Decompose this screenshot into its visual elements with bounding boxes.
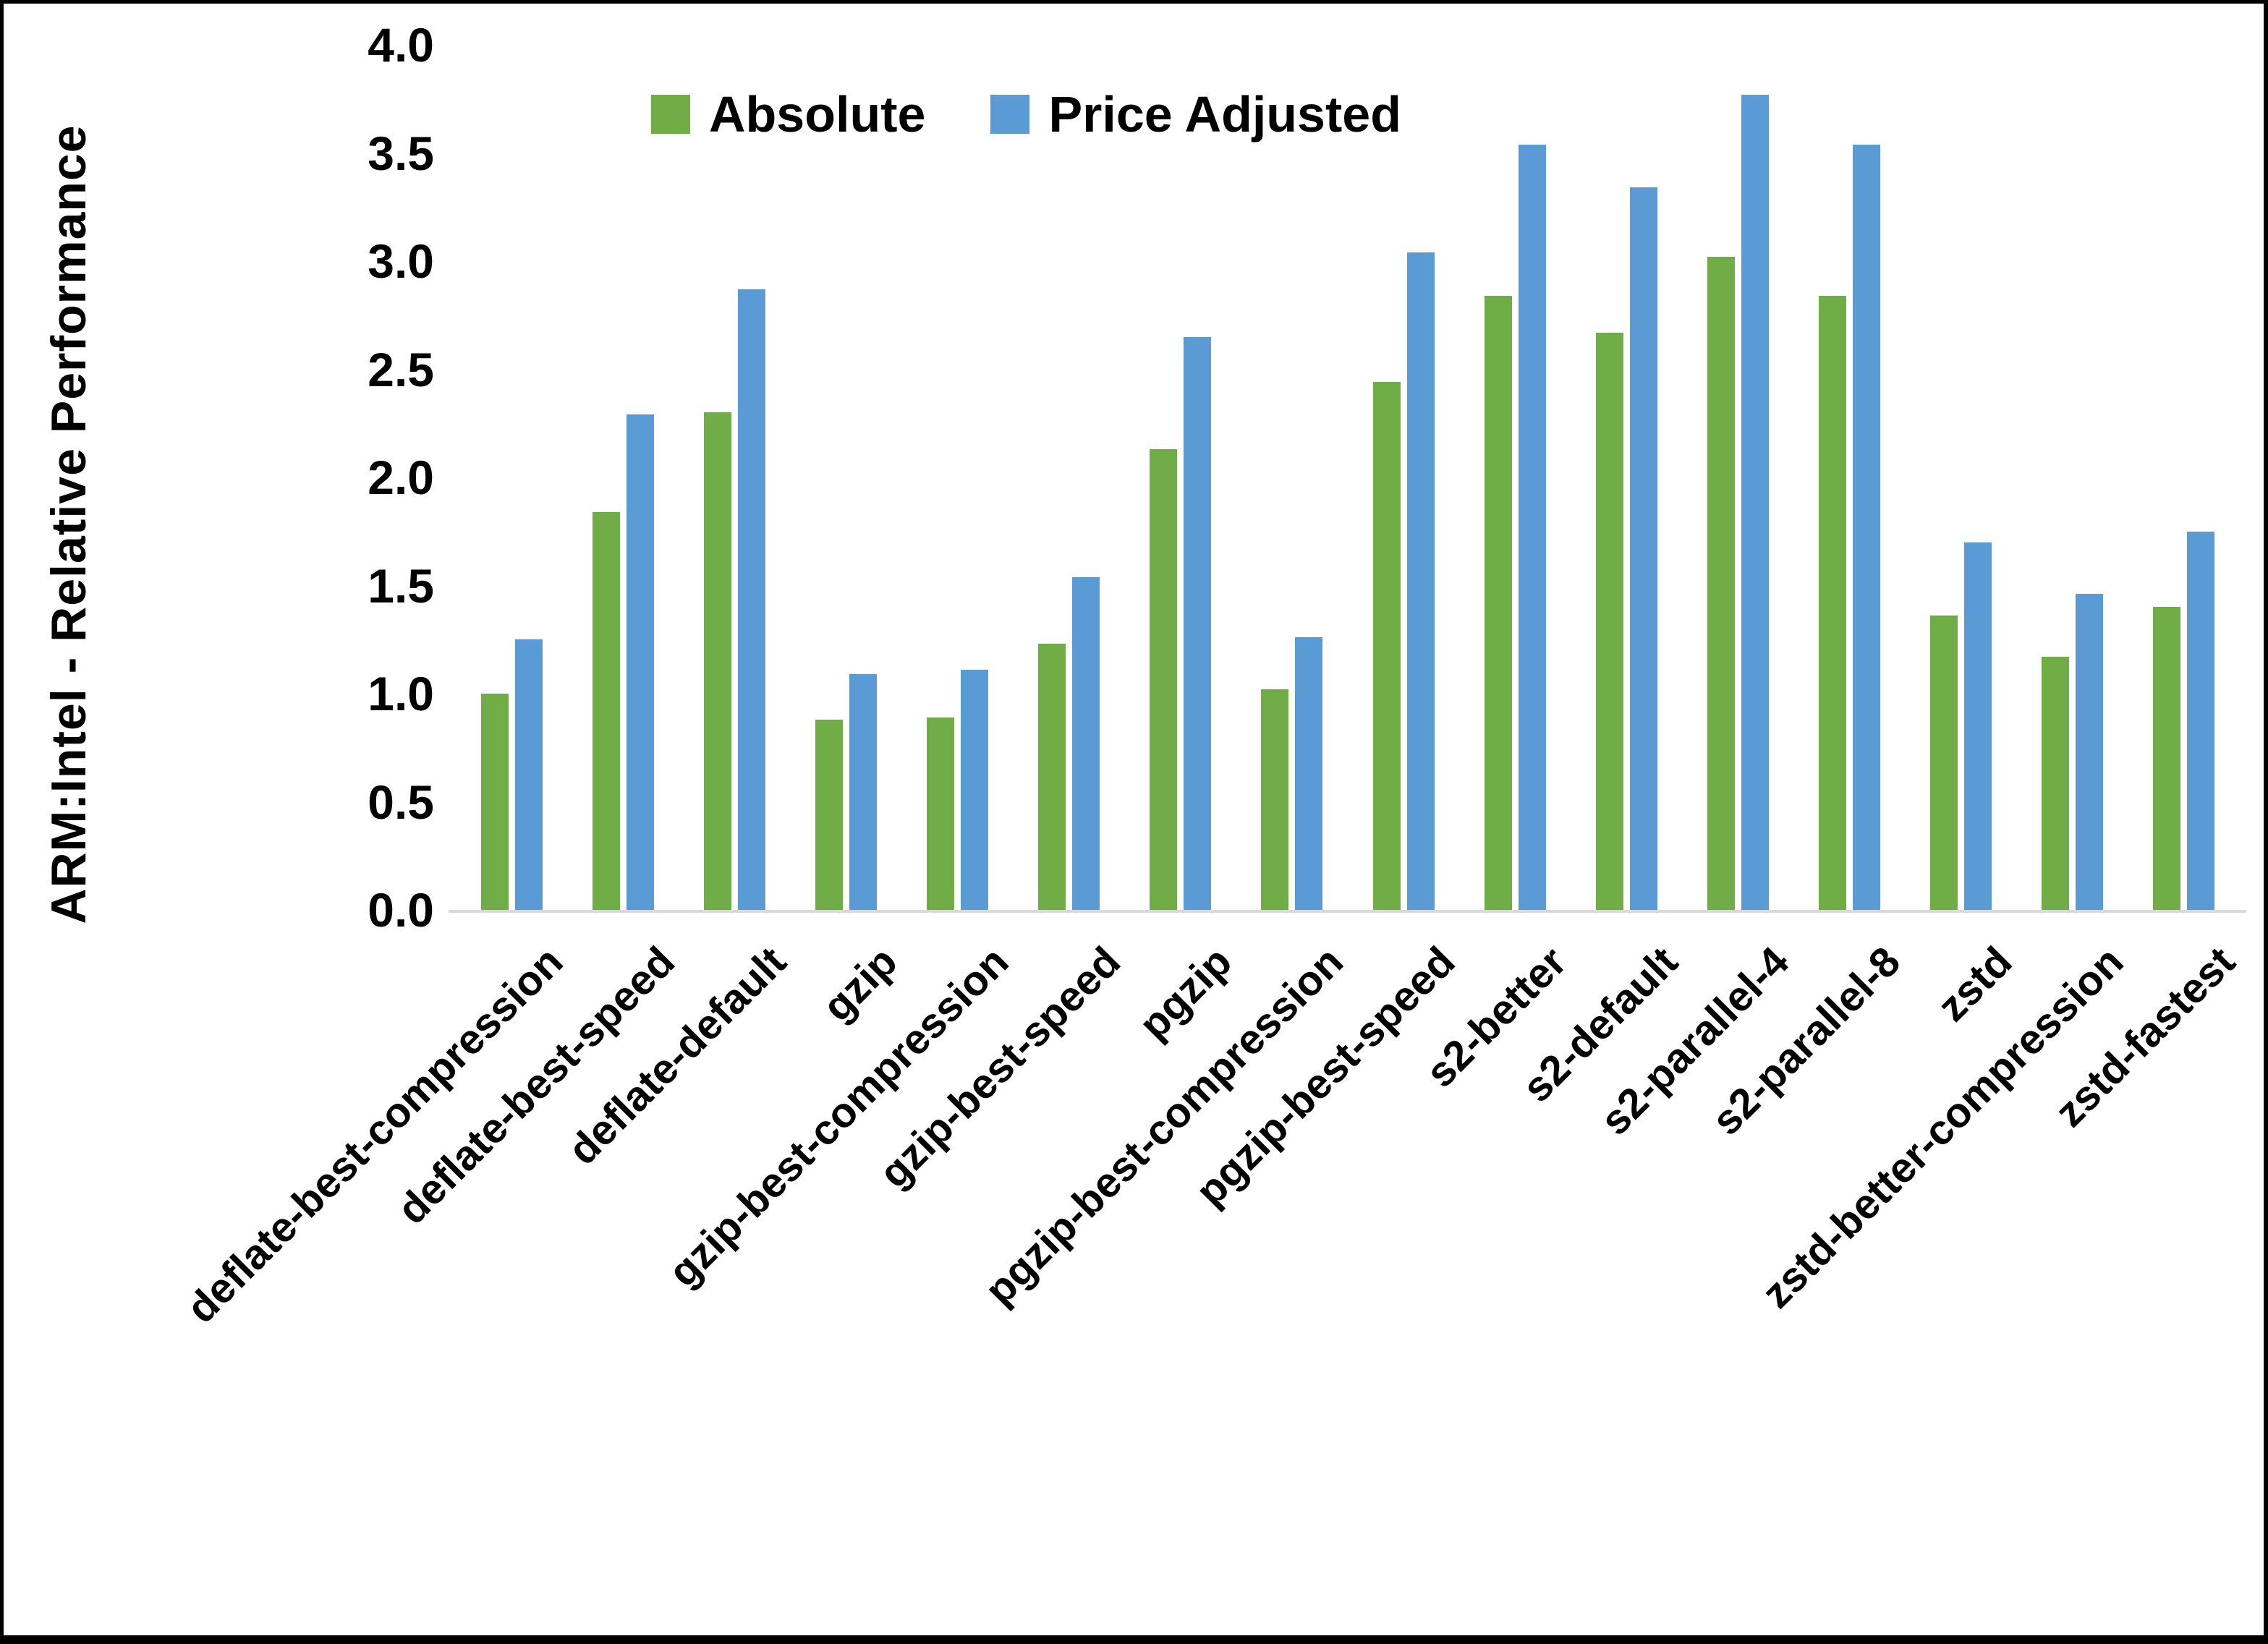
bar-price-adjusted-s2-better xyxy=(1519,145,1546,910)
bar-price-adjusted-s2-parallel-4 xyxy=(1741,95,1769,910)
bar-price-adjusted-s2-default xyxy=(1630,187,1657,910)
bar-absolute-zstd xyxy=(1930,616,1958,910)
legend-item-price-adjusted: Price Adjusted xyxy=(990,85,1401,143)
legend-label-price-adjusted: Price Adjusted xyxy=(1048,86,1401,142)
bar-price-adjusted-gzip-best-speed xyxy=(1072,577,1100,910)
bar-price-adjusted-zstd-fastest xyxy=(2187,532,2214,910)
bar-price-adjusted-pgzip xyxy=(1184,337,1211,910)
bar-price-adjusted-deflate-best-compression xyxy=(515,639,543,910)
bar-absolute-pgzip-best-compression xyxy=(1261,689,1288,910)
bar-absolute-deflate-default xyxy=(704,412,731,910)
bar-absolute-pgzip xyxy=(1150,449,1177,910)
bar-absolute-deflate-best-speed xyxy=(593,512,620,910)
y-tick-label-2.5: 2.5 xyxy=(368,342,434,396)
legend-swatch-price-adjusted xyxy=(990,95,1030,134)
y-tick-label-1.5: 1.5 xyxy=(368,558,434,613)
bar-absolute-gzip-best-speed xyxy=(1038,644,1066,910)
bar-price-adjusted-deflate-default xyxy=(738,289,765,910)
bar-absolute-s2-parallel-4 xyxy=(1707,257,1735,910)
y-axis-title: ARM:Intel - Relative Performance xyxy=(41,124,96,924)
bar-price-adjusted-deflate-best-speed xyxy=(627,414,654,910)
y-tick-label-2.0: 2.0 xyxy=(368,451,434,504)
bar-price-adjusted-pgzip-best-speed xyxy=(1407,252,1435,910)
y-tick-label-0.0: 0.0 xyxy=(368,883,434,937)
bar-absolute-zstd-fastest xyxy=(2153,607,2180,910)
bar-absolute-gzip-best-compression xyxy=(927,717,954,910)
x-tick-label-gzip: gzip xyxy=(813,937,906,1031)
bar-absolute-deflate-best-compression xyxy=(481,694,509,910)
y-tick-label-0.5: 0.5 xyxy=(368,775,434,829)
y-tick-label-1.0: 1.0 xyxy=(368,667,434,720)
bar-absolute-pgzip-best-speed xyxy=(1373,382,1401,910)
x-tick-label-zstd: zstd xyxy=(1928,937,2021,1031)
bar-absolute-s2-parallel-8 xyxy=(1819,296,1846,910)
bar-absolute-gzip xyxy=(815,720,843,910)
y-tick-label-3.0: 3.0 xyxy=(368,234,434,288)
bar-price-adjusted-zstd-better-compression xyxy=(2076,594,2103,910)
bar-price-adjusted-zstd xyxy=(1964,542,1992,910)
bar-absolute-s2-better xyxy=(1485,296,1512,910)
legend-swatch-absolute xyxy=(651,95,690,134)
y-tick-label-3.5: 3.5 xyxy=(368,126,434,180)
bar-price-adjusted-gzip xyxy=(849,674,877,910)
bar-price-adjusted-s2-parallel-8 xyxy=(1853,145,1880,910)
bar-price-adjusted-pgzip-best-compression xyxy=(1295,637,1322,910)
bar-price-adjusted-gzip-best-compression xyxy=(961,670,988,910)
legend-label-absolute: Absolute xyxy=(709,86,926,142)
y-tick-label-4.0: 4.0 xyxy=(368,18,434,72)
bar-absolute-s2-default xyxy=(1596,333,1623,910)
x-axis-line xyxy=(449,910,2246,913)
legend: Absolute Price Adjusted xyxy=(651,85,1401,143)
legend-item-absolute: Absolute xyxy=(651,85,925,143)
bar-absolute-zstd-better-compression xyxy=(2042,657,2069,910)
